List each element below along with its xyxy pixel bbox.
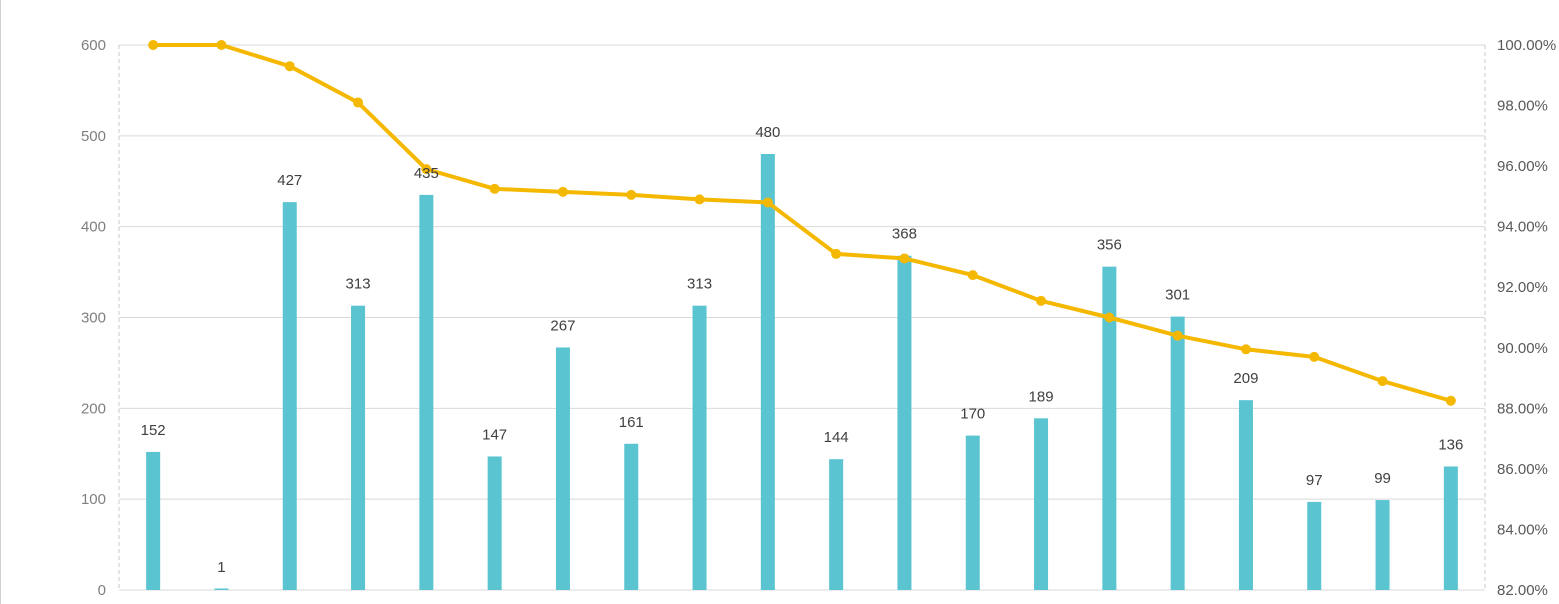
bar (146, 451, 161, 590)
bar (1443, 466, 1458, 590)
bar (487, 456, 502, 590)
y-left-tick-label: 0 (98, 582, 106, 599)
bar (897, 255, 912, 590)
bar (1307, 501, 1322, 590)
bar (829, 459, 844, 590)
y-right-tick-label: 84.00% (1497, 521, 1548, 538)
bar (692, 305, 707, 590)
bar (1238, 400, 1253, 590)
y-left-tick-label: 400 (81, 219, 106, 236)
bar-data-label: 209 (1233, 370, 1258, 387)
bar-data-label: 313 (687, 276, 712, 293)
bar-data-label: 189 (1029, 388, 1054, 405)
y-right-tick-label: 94.00% (1497, 219, 1548, 236)
bar (1102, 266, 1117, 590)
bar-data-label: 480 (755, 124, 780, 141)
bar (965, 435, 980, 590)
line-point (1445, 395, 1456, 406)
line-point (489, 183, 500, 194)
bar-data-label: 152 (141, 422, 166, 439)
bar-data-label: 435 (414, 165, 439, 182)
y-right-tick-label: 92.00% (1497, 279, 1548, 296)
bar-data-label: 161 (619, 414, 644, 431)
bar (419, 194, 434, 590)
y-right-tick-label: 100.00% (1497, 37, 1556, 54)
line-point (1036, 295, 1047, 306)
line-series-cumulative (151, 43, 1453, 403)
y-left-tick-label: 600 (81, 37, 106, 54)
bar-data-label: 313 (346, 276, 371, 293)
y-right-tick-label: 86.00% (1497, 461, 1548, 478)
line-point (831, 248, 842, 259)
line-point (626, 189, 637, 200)
y-left-tick-label: 500 (81, 128, 106, 145)
y-right-tick-label: 98.00% (1497, 98, 1548, 115)
bar-data-label: 356 (1097, 237, 1122, 254)
bar (214, 588, 229, 590)
bar (1170, 316, 1185, 590)
line-point (1309, 351, 1320, 362)
y-right-tick-label: 90.00% (1497, 340, 1548, 357)
line-point (967, 270, 978, 281)
line-point (148, 40, 159, 50)
bar (1034, 418, 1049, 590)
line-point (353, 97, 364, 108)
y-left-tick-label: 100 (81, 491, 106, 508)
bar-data-label: 97 (1306, 472, 1323, 489)
bar-data-label: 144 (824, 429, 849, 446)
line-point (1172, 330, 1183, 341)
bar-data-label: 427 (277, 172, 302, 189)
line-point (557, 186, 568, 197)
line-point (899, 253, 910, 264)
line-point (1240, 344, 1251, 355)
bar-data-label: 301 (1165, 287, 1190, 304)
line-point (216, 40, 227, 50)
bar (555, 347, 570, 590)
line-point (694, 194, 705, 205)
line-point (1104, 312, 1115, 323)
bar-data-label: 267 (550, 317, 575, 334)
bar-data-label: 99 (1374, 470, 1391, 487)
y-left-tick-label: 300 (81, 310, 106, 327)
y-right-tick-label: 96.00% (1497, 158, 1548, 175)
bar (1375, 500, 1390, 590)
bar (351, 305, 366, 590)
bar-data-label: 136 (1438, 436, 1463, 453)
y-right-tick-label: 88.00% (1497, 400, 1548, 417)
bar (282, 202, 297, 590)
bar (624, 443, 639, 590)
bar (760, 154, 775, 590)
bar-data-label: 1 (217, 559, 225, 576)
line-point (762, 197, 773, 208)
y-left-tick-label: 200 (81, 400, 106, 417)
line-point (284, 61, 295, 72)
bar-data-label: 147 (482, 426, 507, 443)
bar-data-label: 368 (892, 226, 917, 243)
bar-data-label: 170 (960, 406, 985, 423)
line-point (421, 164, 432, 175)
line-point (1377, 376, 1388, 387)
y-right-tick-label: 82.00% (1497, 582, 1548, 599)
